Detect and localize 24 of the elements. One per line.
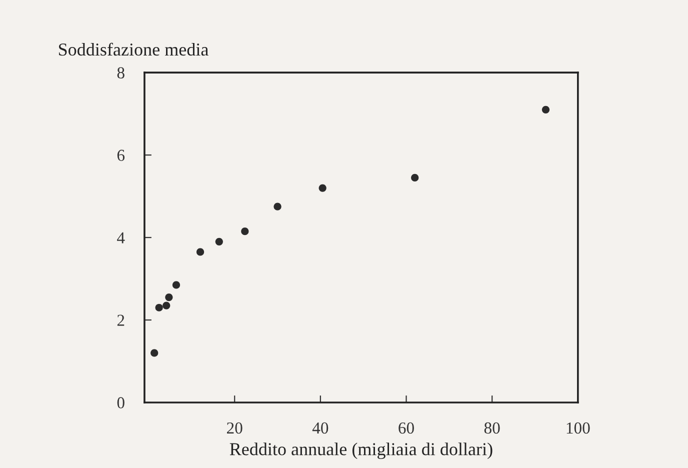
point <box>150 349 158 357</box>
point <box>162 302 170 310</box>
point <box>241 228 249 236</box>
y-tick-label: 4 <box>117 232 125 244</box>
point <box>172 281 180 289</box>
point <box>542 106 550 114</box>
point <box>165 294 173 302</box>
point <box>196 248 204 256</box>
y-tick-label: 6 <box>117 150 125 161</box>
x-tick-label: 100 <box>566 422 590 434</box>
y-tick-label: 0 <box>117 397 124 408</box>
point <box>155 304 163 312</box>
x-tick-label: 60 <box>398 422 414 434</box>
y-tick-label: 8 <box>117 67 124 78</box>
x-tick-label: 80 <box>484 422 500 434</box>
x-tick-label: 40 <box>312 422 328 434</box>
point <box>318 184 326 192</box>
point <box>411 174 419 182</box>
x-axis-title: Reddito annuale (migliaia di dollari) <box>230 442 492 460</box>
point <box>215 238 223 246</box>
point <box>274 202 282 210</box>
x-tick-label: 20 <box>227 422 242 434</box>
y-axis-title: Soddisfazione media <box>59 42 208 56</box>
y-tick-label: 2 <box>117 314 124 326</box>
